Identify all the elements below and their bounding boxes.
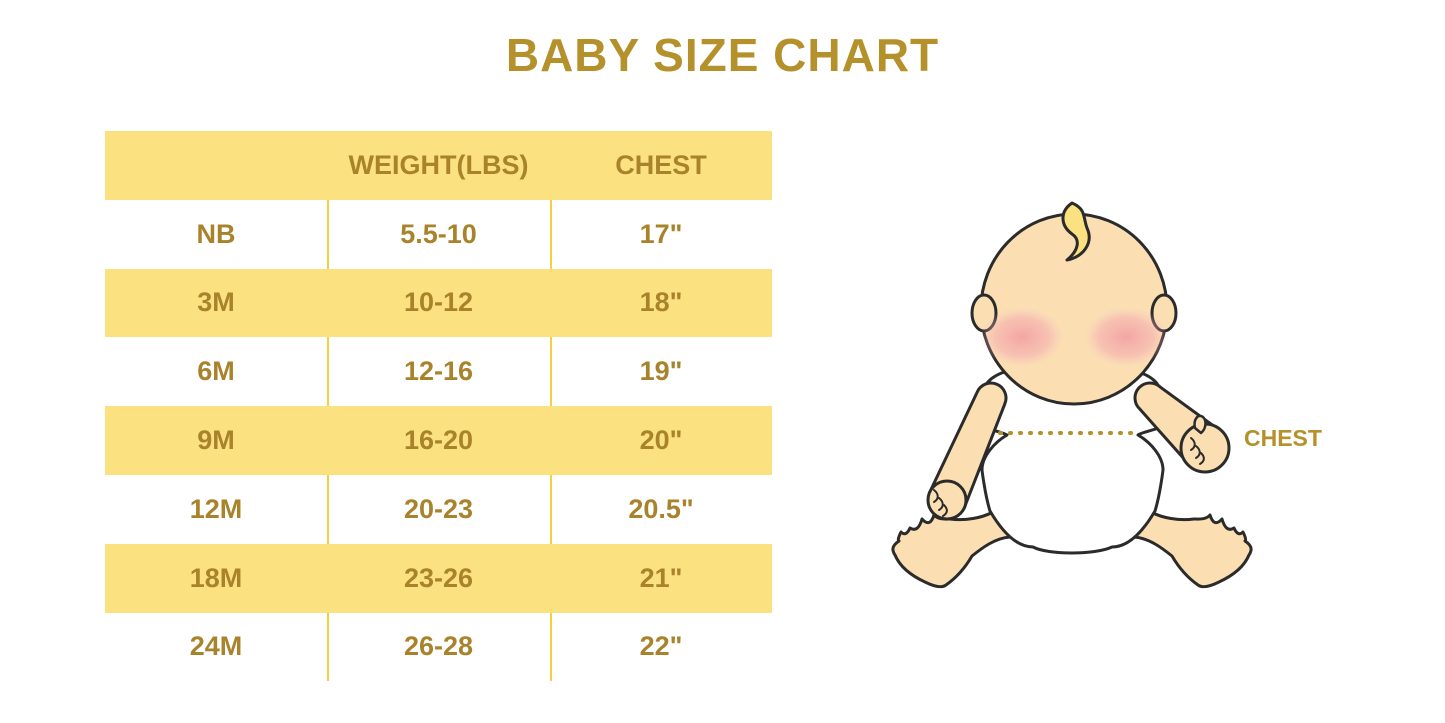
svg-text:CHEST: CHEST [1244, 425, 1322, 451]
